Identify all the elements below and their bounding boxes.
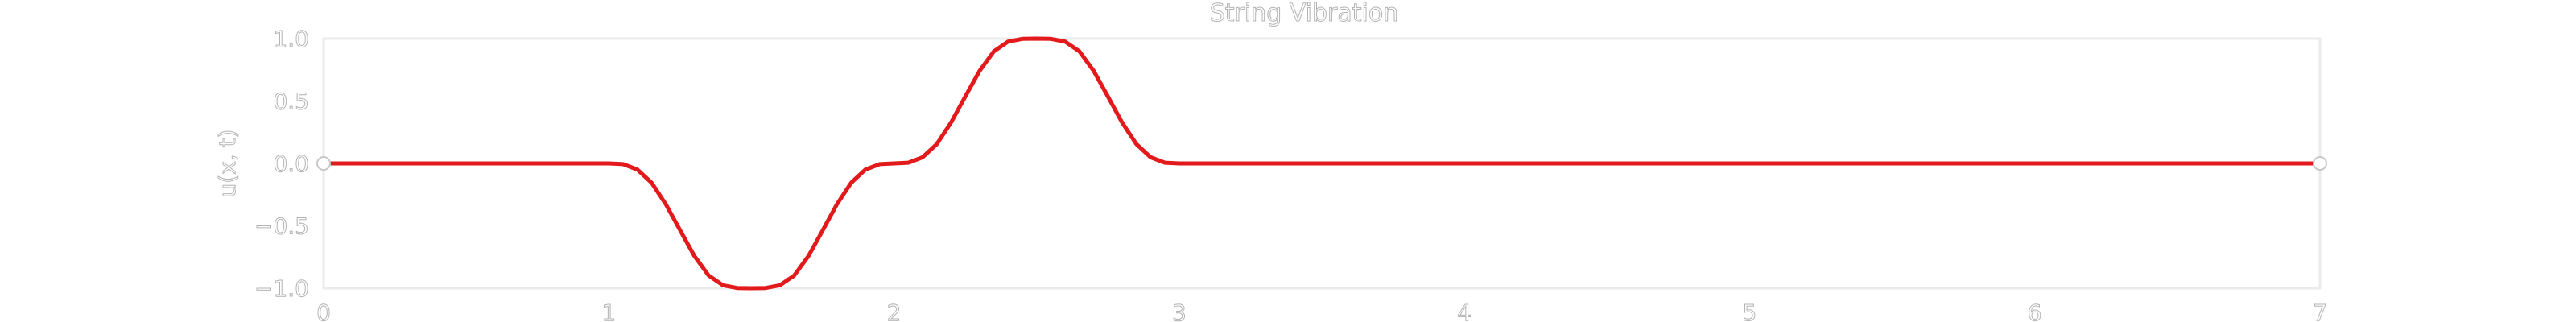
x-tick-label: 4: [1457, 299, 1472, 322]
endpoint-marker: [2313, 156, 2327, 171]
x-tick-label: 0: [316, 299, 331, 322]
y-tick-label: 0.5: [273, 89, 309, 115]
x-tick-label: 3: [1172, 299, 1187, 322]
endpoint-marker: [316, 156, 331, 171]
x-axis: 0 1 2 3 4 5 6 7: [316, 299, 2328, 322]
chart-title: String Vibration: [1210, 0, 1399, 27]
y-tick-label: −0.5: [254, 213, 309, 240]
series-line-u: [321, 36, 2322, 291]
x-tick-label: 5: [1743, 299, 1757, 322]
y-axis: 1.0 0.5 0.0 −0.5 −1.0: [254, 26, 310, 303]
y-tick-label: 1.0: [273, 26, 309, 52]
endpoint-markers: [316, 156, 2327, 171]
y-axis-label: u(x, t): [214, 130, 241, 198]
x-tick-label: 1: [601, 299, 616, 322]
x-tick-label: 7: [2313, 299, 2327, 322]
y-tick-label: 0.0: [273, 151, 309, 177]
y-tick-label: −1.0: [254, 275, 309, 302]
x-tick-label: 2: [887, 299, 902, 322]
x-tick-label: 6: [2028, 299, 2042, 322]
